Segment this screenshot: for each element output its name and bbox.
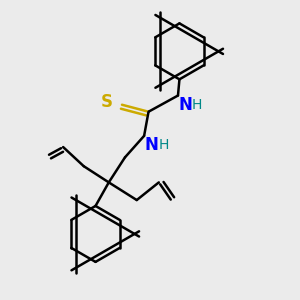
Text: N: N	[179, 96, 193, 114]
Text: N: N	[145, 136, 159, 154]
Text: H: H	[192, 98, 202, 112]
Text: S: S	[100, 93, 112, 111]
Text: H: H	[158, 138, 169, 152]
